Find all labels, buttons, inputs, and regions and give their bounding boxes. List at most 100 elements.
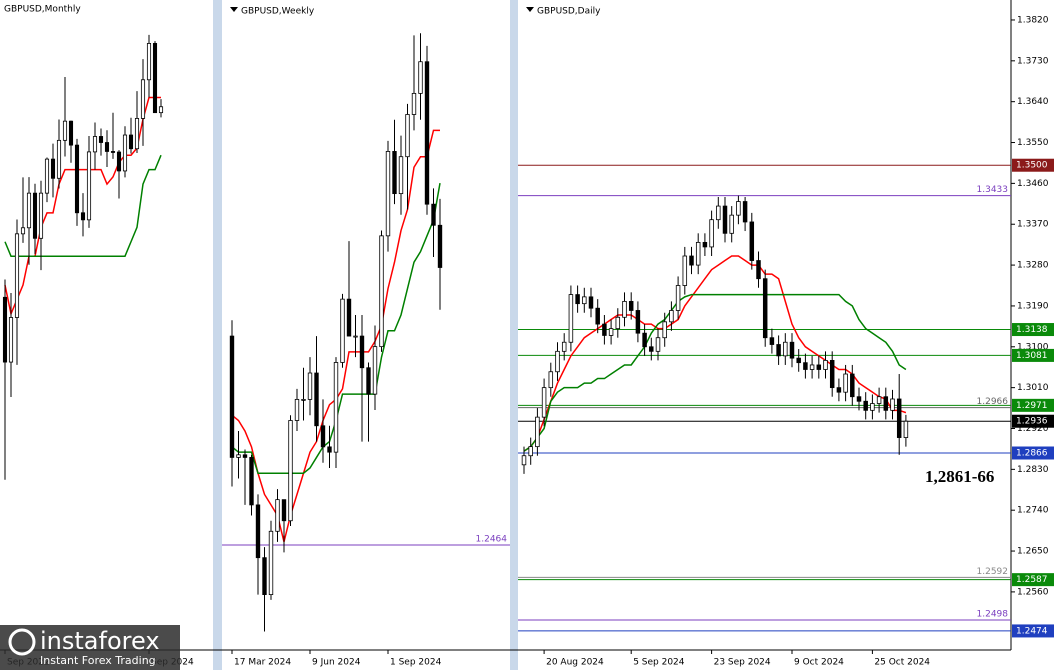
indicator-line [4, 154, 162, 257]
candle-body [122, 134, 128, 172]
candle-body [62, 120, 68, 141]
candle-body [353, 335, 358, 338]
candle-body [116, 151, 122, 172]
candle-body [776, 344, 781, 357]
y-tick-label: 1.3640 [1017, 97, 1049, 107]
candle-body [372, 346, 378, 395]
candle-body [675, 285, 681, 311]
candle-body [392, 151, 397, 195]
candle-body [622, 300, 627, 318]
indicator-line [523, 255, 907, 452]
candle-body [682, 255, 688, 286]
candle-body [294, 398, 300, 421]
candle-body [424, 61, 430, 205]
candle-body [836, 387, 842, 393]
candle-body [56, 139, 62, 179]
candle-body [716, 205, 721, 221]
candle-body [722, 205, 728, 234]
level-box [1012, 573, 1054, 587]
candle-body [411, 92, 417, 115]
y-tick-label: 1.3820 [1017, 15, 1049, 25]
candle-body [870, 403, 875, 411]
candle-body [548, 371, 554, 389]
candle-body [314, 372, 319, 427]
chart-title: GBPUSD,Weekly [241, 7, 315, 17]
candle-body [876, 396, 882, 404]
candle-body [366, 367, 371, 395]
candle-body [140, 79, 146, 119]
y-tick-label: 1.2560 [1017, 587, 1049, 597]
candle-body [92, 136, 98, 153]
candle-body [541, 387, 547, 418]
candle-body [655, 337, 661, 352]
level-label: 1.2498 [977, 610, 1009, 620]
candle-body [736, 201, 741, 216]
candle-body [74, 144, 80, 214]
candle-body [44, 158, 50, 194]
candle-body [615, 316, 621, 330]
candle-body [327, 446, 332, 453]
candle-body [588, 296, 594, 309]
candle-body [2, 296, 8, 363]
level-label: 1.2966 [977, 397, 1009, 407]
candle-body [110, 151, 116, 153]
watermark-brand: instaforex [40, 627, 160, 655]
candle-body [379, 235, 384, 348]
menu-arrow [526, 7, 534, 12]
watermark-tagline: Instant Forex Trading [40, 654, 156, 667]
candle-body [128, 134, 134, 150]
candle-body [803, 362, 808, 370]
candle-body [649, 346, 654, 352]
candle-body [903, 420, 909, 438]
x-tick-label: 25 Oct 2024 [874, 658, 930, 668]
candle-body [695, 241, 701, 266]
y-tick-label: 1.2830 [1017, 465, 1049, 475]
candle-body [749, 221, 755, 261]
candle-body [856, 396, 862, 402]
level-label: 1.2971 [1016, 401, 1048, 411]
candle-body [555, 350, 560, 373]
level-label: 1.2866 [1016, 449, 1048, 459]
candle-body [255, 504, 261, 559]
candle-body [249, 457, 254, 506]
candle-body [32, 192, 38, 239]
candle-body [86, 151, 92, 221]
candle-body [896, 398, 902, 438]
candle-body [669, 310, 674, 323]
x-tick-label: 23 Sep 2024 [714, 658, 771, 668]
y-tick-label: 1.3100 [1017, 342, 1049, 352]
candle-body [333, 362, 339, 453]
candle-body [883, 396, 889, 411]
indicator-line [523, 293, 907, 452]
y-tick-label: 1.2920 [1017, 424, 1049, 434]
candle-body [50, 158, 56, 179]
candle-body [602, 323, 607, 336]
candle-body [104, 142, 110, 152]
x-tick-label: 9 Oct 2024 [794, 658, 844, 668]
candle-body [635, 310, 641, 334]
candle-body [80, 212, 86, 221]
candle-body [595, 307, 600, 325]
candle-body [521, 455, 527, 466]
candle-body [301, 398, 306, 401]
level-box [1012, 414, 1054, 428]
candle-body [14, 233, 20, 318]
level-box [1012, 446, 1054, 460]
chart-title: GBPUSD,Monthly [4, 5, 81, 15]
candle-body [561, 341, 567, 352]
y-tick-label: 1.2650 [1017, 547, 1049, 557]
watermark-logo [8, 628, 36, 656]
candle-body [152, 43, 158, 114]
candle-body [26, 192, 32, 229]
y-tick-label: 1.3190 [1017, 301, 1049, 311]
candle-body [340, 298, 345, 363]
panel [0, 0, 213, 670]
candle-body [729, 214, 734, 234]
level-box [1012, 348, 1054, 362]
y-tick-label: 1.3730 [1017, 56, 1049, 66]
y-tick-label: 1.3370 [1017, 220, 1049, 230]
candle-body [288, 420, 293, 522]
y-tick-label: 1.3460 [1017, 179, 1049, 189]
candle-body [628, 300, 634, 311]
y-tick-label: 1.3550 [1017, 138, 1049, 148]
